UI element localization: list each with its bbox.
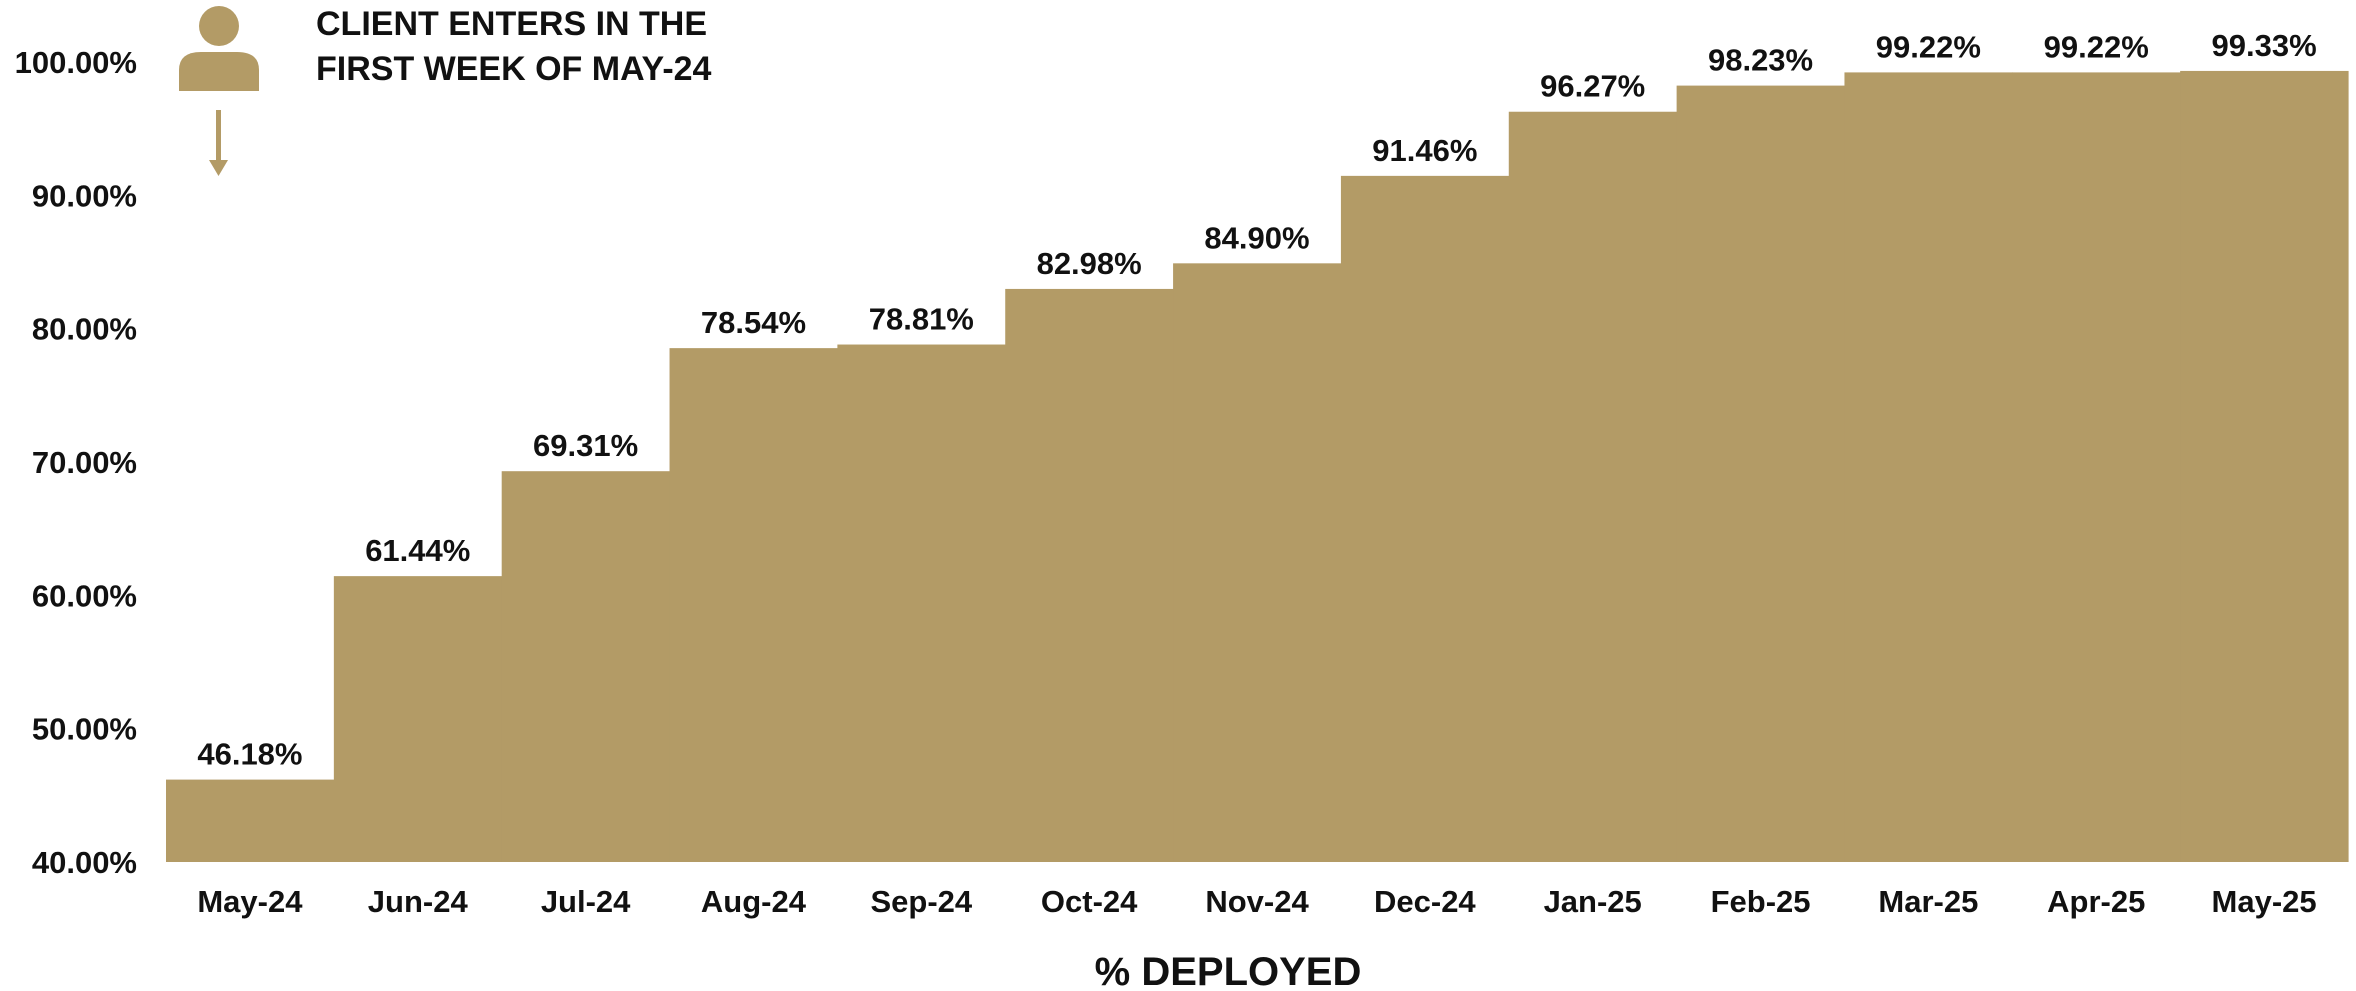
y-tick-label: 70.00% [32,445,137,480]
bar-jun-24 [333,576,503,862]
y-tick-label: 40.00% [32,845,137,880]
x-tick-label: Jun-24 [368,884,469,919]
bar-jul-24 [501,471,671,862]
bar-apr-25 [2012,72,2181,862]
x-tick-label: Nov-24 [1205,884,1309,919]
x-tick-label: Apr-25 [2047,884,2145,919]
arrow-down-icon [209,110,228,176]
data-label: 46.18% [197,737,302,772]
x-tick-label: Aug-24 [701,884,807,919]
bar-aug-24 [669,348,838,862]
bar-dec-24 [1340,175,1510,862]
x-tick-label: Sep-24 [870,884,972,919]
x-tick-label: Jul-24 [541,884,631,919]
data-label: 69.31% [533,428,638,463]
y-tick-label: 80.00% [32,312,137,347]
y-tick-label: 90.00% [32,178,137,213]
data-label: 84.90% [1204,220,1309,255]
x-axis-title: % DEPLOYED [1095,950,1362,991]
x-axis-ticks: May-24 Jun-24 Jul-24 Aug-24 Sep-24 Oct-24 Nov-… [197,884,2316,919]
bar-jan-25 [1508,111,1678,863]
y-tick-label: 100.00% [15,45,137,80]
bar-mar-25 [1844,72,2013,862]
x-tick-label: Mar-25 [1878,884,1978,919]
y-tick-label: 60.00% [32,578,137,613]
annotation-line-2: FIRST WEEK OF MAY-24 [316,50,712,88]
x-tick-label: Dec-24 [1374,884,1476,919]
bars-layer [166,70,2349,863]
data-label: 98.23% [1708,43,1813,78]
bar-feb-25 [1676,85,1846,863]
y-axis-ticks: 40.00% 50.00% 60.00% 70.00% 80.00% 90.00% 100.… [15,45,137,880]
bar-sep-24 [837,344,1006,862]
data-label: 99.22% [2044,29,2149,64]
data-label: 82.98% [1037,246,1142,281]
data-labels: 46.18% 61.44% 69.31% 78.54% 78.81% 82.98% 84.9… [197,28,2316,772]
x-tick-label: May-25 [2212,884,2317,919]
data-label: 78.81% [869,302,974,337]
annotation-line-1: CLIENT ENTERS IN THE [316,5,707,43]
x-tick-label: May-24 [197,884,303,919]
bar-may-24 [166,779,335,862]
bar-oct-24 [1005,288,1174,862]
x-tick-label: Oct-24 [1041,884,1138,919]
data-label: 99.33% [2212,28,2317,63]
person-icon [179,6,259,91]
client-entry-annotation: CLIENT ENTERS IN THE FIRST WEEK OF MAY-2… [179,5,712,176]
data-label: 78.54% [701,305,806,340]
data-label: 96.27% [1540,69,1645,104]
x-tick-label: Feb-25 [1711,884,1811,919]
bar-nov-24 [1173,263,1342,863]
data-label: 61.44% [365,533,470,568]
x-tick-label: Jan-25 [1544,884,1642,919]
data-label: 91.46% [1372,133,1477,168]
y-tick-label: 50.00% [32,712,137,747]
bar-may-25 [2180,70,2349,863]
data-label: 99.22% [1876,29,1981,64]
